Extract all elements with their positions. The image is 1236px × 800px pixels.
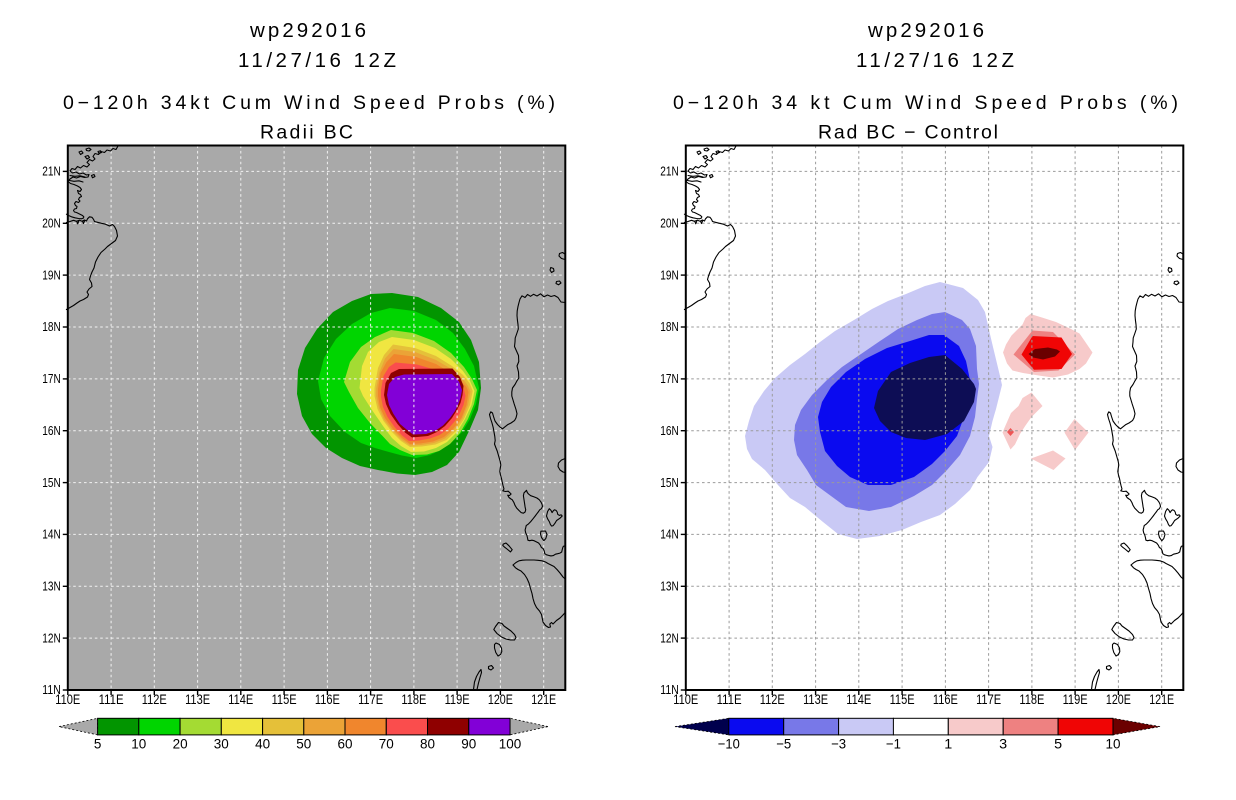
svg-text:14N: 14N [660,528,679,542]
svg-text:100: 100 [499,736,522,752]
svg-text:17N: 17N [660,372,679,386]
svg-text:110E: 110E [55,691,80,707]
svg-text:113E: 113E [185,691,210,707]
svg-text:113E: 113E [803,691,828,707]
svg-text:116E: 116E [933,691,958,707]
svg-text:3: 3 [999,736,1007,752]
svg-text:10: 10 [131,736,146,752]
svg-text:16N: 16N [42,424,61,438]
svg-text:−3: −3 [831,736,846,752]
svg-text:20: 20 [173,736,188,752]
svg-text:wp292016: wp292016 [249,19,366,42]
svg-text:1: 1 [944,736,952,752]
svg-text:13N: 13N [660,580,679,594]
svg-text:110E: 110E [673,691,698,707]
svg-text:115E: 115E [272,691,297,707]
svg-text:12N: 12N [42,631,61,645]
svg-text:18N: 18N [42,320,61,334]
svg-text:−1: −1 [886,736,901,752]
svg-text:121E: 121E [1149,691,1174,707]
svg-text:12N: 12N [660,631,679,645]
svg-text:19N: 19N [660,268,679,282]
svg-text:119E: 119E [445,691,470,707]
svg-text:11N: 11N [660,683,679,697]
svg-text:0−120h 34kt Cum Wind Speed Pro: 0−120h 34kt Cum Wind Speed Probs (%) [63,92,555,114]
svg-text:14N: 14N [42,528,61,542]
svg-text:5: 5 [1054,736,1062,752]
svg-text:11N: 11N [42,683,61,697]
svg-text:−10: −10 [718,736,740,752]
svg-text:13N: 13N [42,580,61,594]
svg-text:112E: 112E [142,691,167,707]
svg-text:Rad BC − Control: Rad BC − Control [818,122,998,144]
svg-text:50: 50 [296,736,311,752]
svg-text:11/27/16 12Z: 11/27/16 12Z [238,49,396,72]
svg-text:114E: 114E [228,691,253,707]
svg-text:117E: 117E [358,691,383,707]
svg-text:15N: 15N [660,476,679,490]
svg-text:120E: 120E [488,691,513,707]
svg-text:10: 10 [1106,736,1121,752]
svg-text:90: 90 [461,736,476,752]
svg-text:20N: 20N [42,217,61,231]
svg-text:20N: 20N [660,217,679,231]
svg-text:wp292016: wp292016 [867,19,984,42]
svg-text:Radii BC: Radii BC [260,122,353,144]
svg-text:114E: 114E [846,691,871,707]
svg-text:118E: 118E [1019,691,1044,707]
svg-text:116E: 116E [315,691,340,707]
svg-text:119E: 119E [1063,691,1088,707]
svg-text:15N: 15N [42,476,61,490]
svg-text:21N: 21N [42,165,61,179]
svg-text:120E: 120E [1106,691,1131,707]
svg-text:117E: 117E [976,691,1001,707]
svg-text:115E: 115E [890,691,915,707]
svg-text:112E: 112E [760,691,785,707]
svg-text:40: 40 [255,736,270,752]
svg-text:111E: 111E [717,691,742,707]
svg-text:60: 60 [338,736,353,752]
svg-text:18N: 18N [660,320,679,334]
svg-text:5: 5 [94,736,102,752]
svg-text:121E: 121E [531,691,556,707]
svg-text:118E: 118E [401,691,426,707]
svg-text:111E: 111E [99,691,124,707]
svg-text:17N: 17N [42,372,61,386]
svg-text:−5: −5 [776,736,791,752]
svg-text:21N: 21N [660,165,679,179]
svg-text:30: 30 [214,736,229,752]
svg-text:16N: 16N [660,424,679,438]
svg-text:19N: 19N [42,268,61,282]
svg-text:11/27/16 12Z: 11/27/16 12Z [856,49,1014,72]
svg-text:70: 70 [379,736,394,752]
svg-text:80: 80 [420,736,435,752]
